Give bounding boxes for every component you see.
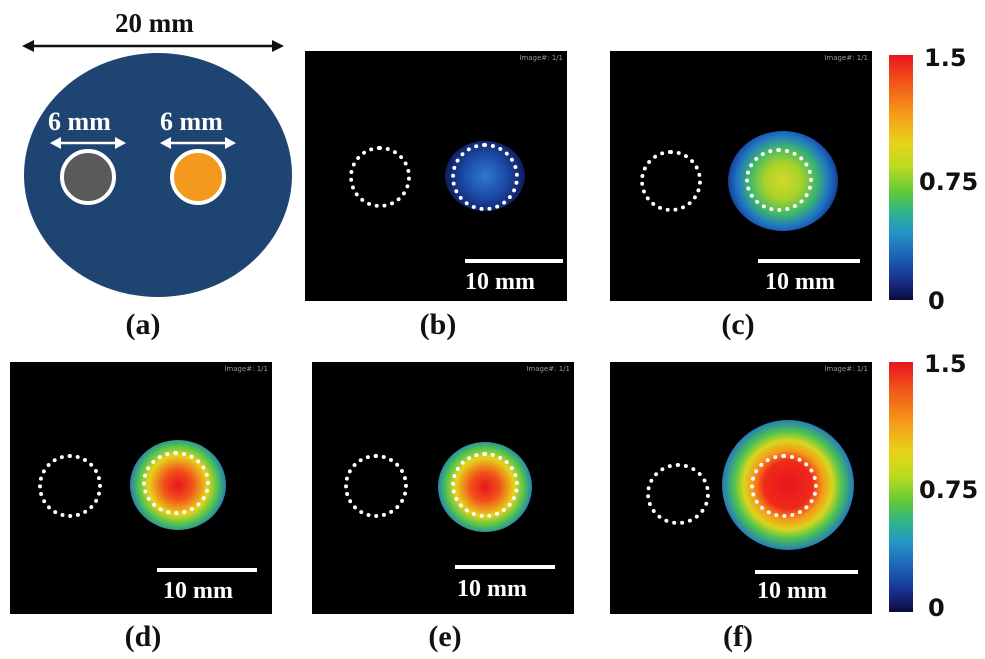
target-region-ring: [451, 452, 519, 518]
left-hole-gray: [60, 149, 116, 205]
control-region-ring: [38, 454, 102, 518]
image-panel-d: Image#: 1/1 10 mm: [10, 362, 272, 614]
caption-b: (b): [419, 308, 457, 341]
colorbar-top-max-label: 1.5: [924, 44, 967, 72]
colorbar-top: [889, 55, 913, 300]
scale-bar-label: 10 mm: [457, 576, 527, 602]
scale-bar: [755, 570, 858, 574]
right-hole-arrow: [160, 137, 236, 149]
panel-tag: Image#: 1/1: [519, 54, 563, 62]
scale-bar-label: 10 mm: [757, 578, 827, 604]
width-dimension-arrow: [22, 40, 284, 52]
colorbar-bottom-max-label: 1.5: [924, 350, 967, 378]
scale-bar-label: 10 mm: [163, 578, 233, 604]
image-panel-c: Image#: 1/1 10 mm: [610, 51, 872, 301]
panel-tag: Image#: 1/1: [824, 365, 868, 373]
scale-bar: [465, 259, 563, 263]
scale-bar-label: 10 mm: [765, 269, 835, 295]
colorbar-top-mid-label: 0.75: [919, 168, 979, 196]
caption-f: (f): [723, 620, 753, 653]
control-region-ring: [344, 454, 408, 518]
colorbar-bottom: [889, 362, 913, 612]
right-hole-width-label: 6 mm: [160, 107, 223, 136]
target-region-ring: [451, 143, 519, 211]
panel-tag: Image#: 1/1: [526, 365, 570, 373]
colorbar-top-min-label: 0: [928, 287, 945, 315]
panel-tag: Image#: 1/1: [824, 54, 868, 62]
right-hole-orange: [170, 149, 226, 205]
scale-bar: [157, 568, 257, 572]
caption-a: (a): [125, 308, 161, 341]
scale-bar: [758, 259, 860, 263]
colorbar-bottom-min-label: 0: [928, 594, 945, 622]
scale-bar-label: 10 mm: [465, 269, 535, 295]
scale-bar: [455, 565, 555, 569]
caption-e: (e): [428, 620, 462, 653]
control-region-ring: [349, 146, 411, 208]
image-panel-b: Image#: 1/1 10 mm: [305, 51, 567, 301]
target-region-ring: [745, 148, 813, 212]
left-hole-width-label: 6 mm: [48, 107, 111, 136]
target-region-ring: [142, 451, 210, 515]
image-panel-e: Image#: 1/1 10 mm: [312, 362, 574, 614]
control-region-ring: [640, 150, 702, 212]
colorbar-bottom-mid-label: 0.75: [919, 476, 979, 504]
caption-c: (c): [721, 308, 755, 341]
total-width-label: 20 mm: [115, 8, 194, 38]
panel-tag: Image#: 1/1: [224, 365, 268, 373]
target-region-ring: [750, 454, 818, 518]
left-hole-arrow: [50, 137, 126, 149]
image-panel-f: Image#: 1/1 10 mm: [610, 362, 872, 614]
control-region-ring: [646, 463, 710, 525]
caption-d: (d): [124, 620, 162, 653]
